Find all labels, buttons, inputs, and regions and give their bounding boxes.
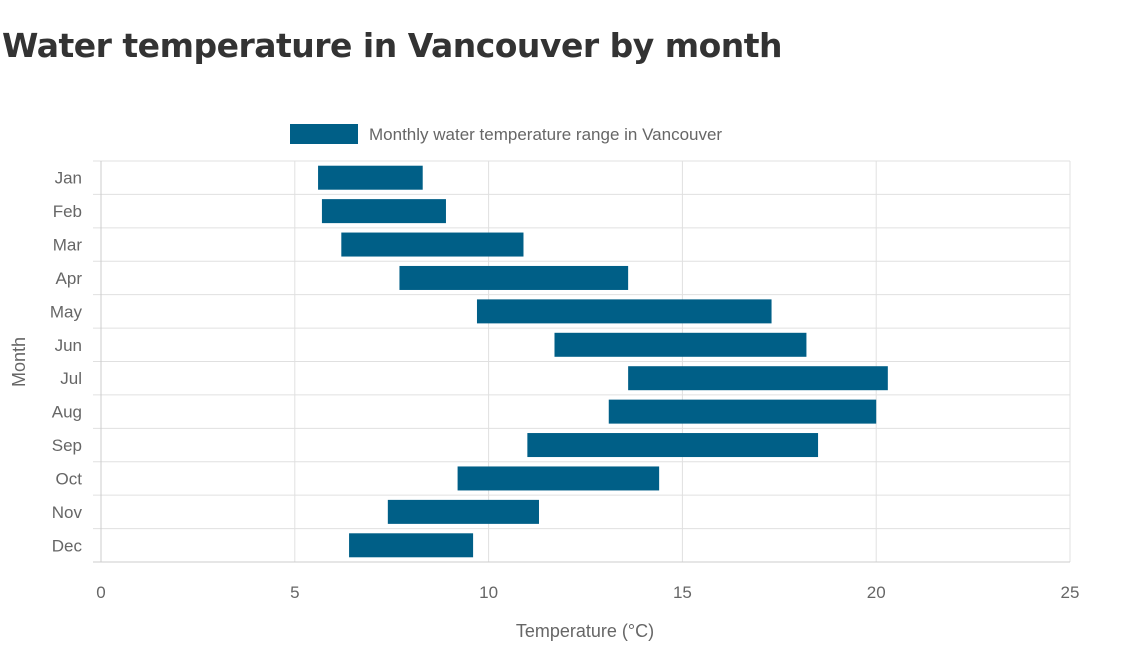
bar-sep <box>527 433 819 458</box>
bar-feb <box>321 199 446 224</box>
x-tick-label: 25 <box>1061 583 1080 602</box>
x-tick-label: 10 <box>479 583 498 602</box>
bar-dec <box>349 533 474 558</box>
y-tick-label: Jun <box>55 336 82 355</box>
chart-title: Water temperature in Vancouver by month <box>2 26 783 65</box>
x-axis-title: Temperature (°C) <box>516 621 654 641</box>
y-tick-label: Feb <box>53 202 82 221</box>
y-tick-label: Apr <box>56 269 83 288</box>
y-tick-label: Aug <box>52 403 82 422</box>
y-tick-label: May <box>50 302 83 321</box>
y-axis-title: Month <box>9 337 29 387</box>
y-tick-label: Nov <box>52 503 83 522</box>
legend-swatch <box>290 124 358 144</box>
bar-aug <box>608 399 877 424</box>
bar-may <box>476 299 772 324</box>
x-tick-label: 0 <box>96 583 105 602</box>
x-tick-label: 15 <box>673 583 692 602</box>
bar-jan <box>318 165 423 190</box>
y-tick-label: Oct <box>56 469 83 488</box>
y-tick-label: Mar <box>53 236 83 255</box>
y-tick-label: Jan <box>55 169 82 188</box>
bar-jul <box>628 366 888 391</box>
y-tick-label: Jul <box>60 369 82 388</box>
bar-oct <box>457 466 660 491</box>
bar-mar <box>341 232 524 257</box>
legend-label: Monthly water temperature range in Vanco… <box>369 125 722 144</box>
x-tick-label: 20 <box>867 583 886 602</box>
bar-nov <box>387 499 539 524</box>
y-tick-label: Dec <box>52 536 83 555</box>
bar-jun <box>554 332 807 357</box>
y-tick-label: Sep <box>52 436 82 455</box>
bar-apr <box>399 265 629 290</box>
x-tick-label: 5 <box>290 583 299 602</box>
